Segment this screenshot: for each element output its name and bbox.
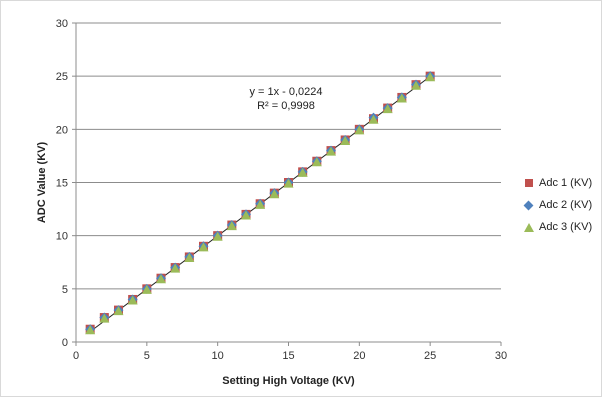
legend-item-adc2: Adc 2 (KV) <box>523 194 593 216</box>
adc3-point <box>241 210 251 220</box>
legend-item-adc3: Adc 3 (KV) <box>524 216 592 238</box>
adc3-point <box>198 242 209 252</box>
legend-label-adc2: Adc 2 (KV) <box>539 199 593 211</box>
diamond-marker-icon <box>523 200 534 210</box>
data-points <box>85 71 436 335</box>
triangle-marker-icon <box>524 222 534 232</box>
y-tick-label: 15 <box>56 178 68 190</box>
x-tick-label: 10 <box>212 350 224 362</box>
x-tick-label: 20 <box>353 350 365 362</box>
x-tick-label: 0 <box>73 350 79 362</box>
adc3-point <box>269 189 280 199</box>
y-tick-label: 30 <box>56 18 68 30</box>
adc3-point <box>99 313 110 323</box>
adc3-point <box>368 114 379 124</box>
adc3-point <box>297 167 308 177</box>
adc3-point <box>340 136 351 146</box>
x-tick-label: 15 <box>282 350 294 362</box>
adc3-point <box>411 80 421 90</box>
adc3-point <box>396 93 407 103</box>
x-tick-label: 25 <box>424 350 436 362</box>
x-tick-label: 30 <box>495 350 507 362</box>
gridlines <box>76 22 501 290</box>
adc3-point <box>113 306 124 316</box>
legend-label-adc3: Adc 3 (KV) <box>539 221 593 233</box>
legend: Adc 1 (KV) Adc 2 (KV) Adc 3 (KV) <box>523 172 593 238</box>
x-tick-label: 5 <box>144 350 150 362</box>
y-tick-label: 25 <box>56 71 68 83</box>
adc3-point <box>255 199 266 209</box>
adc3-point <box>311 157 322 167</box>
adc3-point <box>85 325 96 335</box>
adc3-point <box>127 295 138 305</box>
adc3-point <box>283 178 294 188</box>
trendline-r-squared: R² = 0,9998 <box>257 100 315 112</box>
y-tick-label: 10 <box>56 231 68 243</box>
adc3-point <box>425 72 436 82</box>
adc3-point <box>382 104 393 114</box>
legend-label-adc1: Adc 1 (KV) <box>539 177 593 189</box>
y-tick-label: 20 <box>56 124 68 136</box>
adc3-point <box>226 221 237 231</box>
y-axis-title: ADC Value (KV) <box>36 142 48 224</box>
square-marker-icon <box>525 179 533 187</box>
y-tick-labels: 0 5 10 15 20 25 30 <box>56 18 76 349</box>
adc3-point <box>354 125 365 135</box>
adc3-point <box>141 284 152 294</box>
y-tick-label: 0 <box>62 337 68 349</box>
legend-item-adc1: Adc 1 (KV) <box>524 172 592 194</box>
x-axis-title: Setting High Voltage (KV) <box>222 375 355 387</box>
adc3-point <box>170 263 181 273</box>
x-tick-labels: 0 5 10 15 20 25 30 <box>73 342 507 362</box>
y-tick-label: 5 <box>62 284 68 296</box>
trendline-equation: y = 1x - 0,0224 <box>249 86 322 98</box>
adc3-point <box>326 146 336 156</box>
adc3-point <box>212 231 223 241</box>
adc3-point <box>156 274 166 284</box>
adc3-point <box>184 252 195 262</box>
